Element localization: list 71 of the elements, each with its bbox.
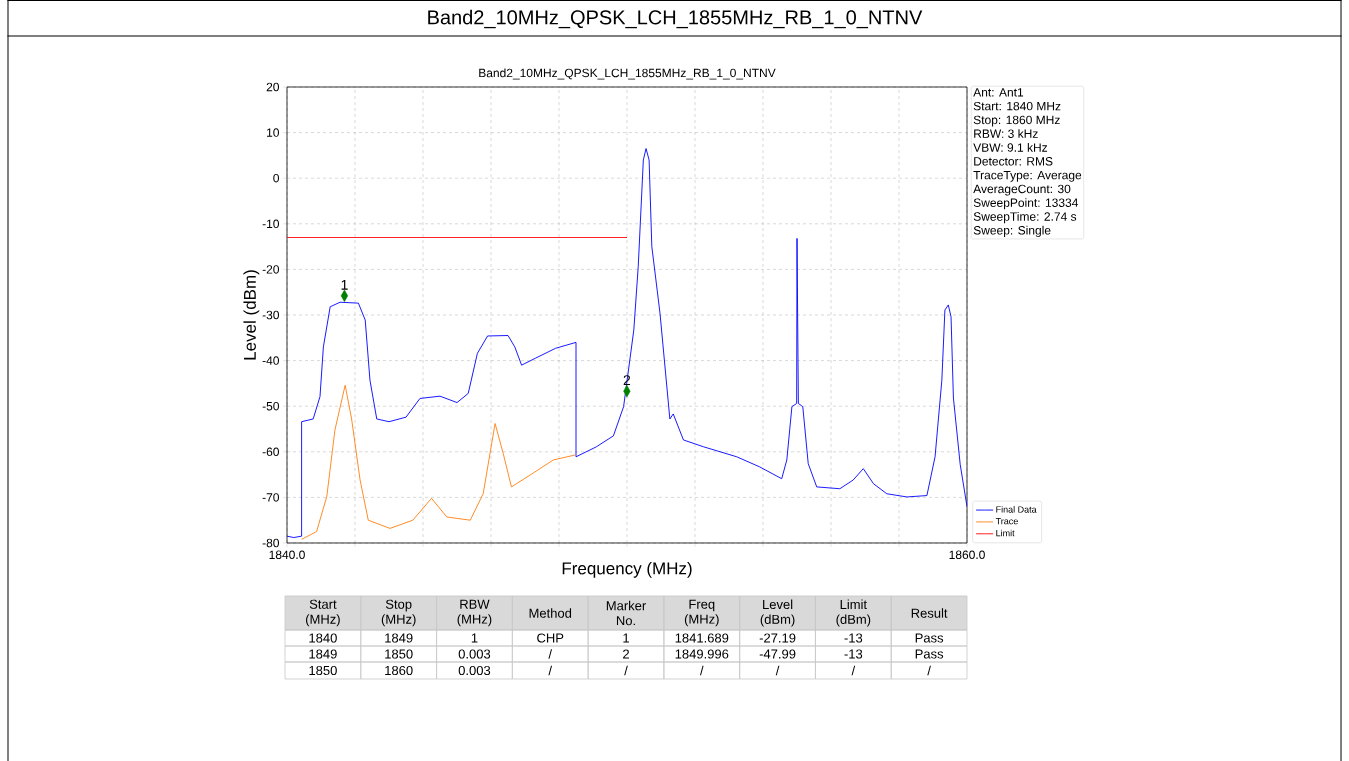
text: 0.003 [458, 649, 491, 659]
text: RBW (MHz) [457, 599, 492, 627]
text: / [548, 665, 553, 676]
text: 2 [623, 649, 629, 659]
x-tick-label: 1840.0 [269, 550, 305, 560]
text: Stop (MHz) [381, 599, 416, 627]
y-tick-label: -60 [262, 447, 280, 457]
text: 1850 [385, 649, 413, 659]
chart-title: Band2_10MHz_QPSK_LCH_1855MHz_RB_1_0_NTNV [428, 9, 923, 29]
text: / [851, 665, 856, 676]
text: AverageCount: 30 [973, 184, 1071, 196]
y-tick-label: 20 [266, 82, 280, 92]
text: 1850 [309, 665, 337, 676]
y-tick-label: -30 [262, 310, 280, 320]
legend-label: Limit [996, 529, 1015, 537]
text: / [624, 665, 628, 676]
text: Freq (MHz) [684, 599, 719, 627]
text: / [775, 665, 780, 676]
text: 1860 [385, 665, 413, 676]
text: -13 [844, 633, 863, 643]
text: -13 [844, 649, 863, 659]
y-tick-label: -70 [262, 493, 280, 502]
text: Marker No. [606, 600, 647, 626]
text: CHP [537, 633, 564, 643]
text: Start (MHz) [306, 599, 340, 627]
text: Detector: RMS [974, 157, 1053, 166]
text: 1840 [309, 633, 337, 643]
x-axis-title: Frequency (MHz) [562, 561, 692, 578]
text: SweepTime: 2.74 s [973, 211, 1077, 224]
legend-label: Trace [995, 518, 1018, 525]
text: / [699, 665, 704, 676]
text: TraceType: Average [973, 171, 1082, 182]
text: 1849 [309, 649, 337, 659]
text: RBW: 3 kHz [974, 129, 1038, 138]
text: 0.003 [458, 665, 491, 676]
y-axis-title: Level (dBm) [243, 270, 260, 360]
y-tick-label: -50 [262, 401, 280, 411]
annotation: 2 [623, 375, 631, 385]
text: Level (dBm) [760, 599, 795, 627]
y-tick-label: -20 [262, 265, 280, 274]
text: Pass [915, 649, 944, 659]
text: 1 [623, 633, 629, 643]
text: Limit (dBm) [836, 599, 871, 627]
line-series [301, 384, 576, 540]
y-tick-label: -10 [262, 219, 280, 229]
chart-subtitle: Band2_10MHz_QPSK_LCH_1855MHz_RB_1_0_NTNV [479, 68, 776, 80]
legend-label: Final Data [996, 506, 1037, 513]
text: / [548, 649, 553, 659]
text: Sweep: Single [973, 225, 1051, 237]
text: 1849 [385, 633, 413, 643]
text: -27.19 [759, 633, 796, 643]
text: Result [911, 608, 948, 618]
text: 1841.689 [675, 633, 729, 643]
annotation: 1 [341, 280, 348, 290]
line-series [287, 148, 968, 538]
text: Method [529, 608, 572, 618]
y-tick-label: -40 [262, 356, 280, 365]
text: SweepPoint: 13334 [973, 198, 1079, 210]
y-tick-label: 0 [273, 173, 280, 183]
text: 1 [471, 633, 478, 643]
text: VBW: 9.1 kHz [973, 142, 1048, 152]
text: Start: 1840 MHz [973, 101, 1061, 111]
y-tick-label: -80 [262, 538, 280, 548]
text: -47.99 [759, 649, 796, 659]
text: 1849.996 [675, 649, 729, 659]
y-tick-label: 10 [267, 128, 280, 137]
text: / [927, 665, 931, 676]
x-tick-label: 1860.0 [949, 550, 985, 560]
text: Ant: Ant1 [973, 88, 1024, 97]
text: Pass [915, 633, 944, 643]
text: Stop: 1860 MHz [973, 115, 1060, 127]
